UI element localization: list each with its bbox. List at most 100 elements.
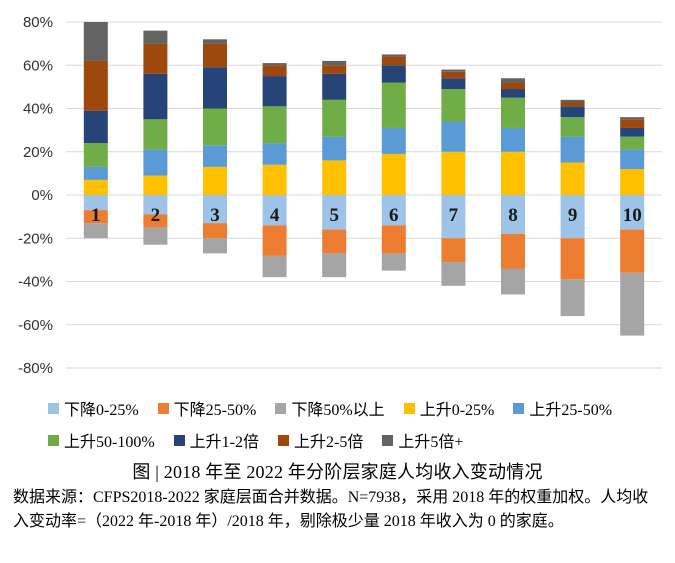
- bar-segment: [441, 151, 466, 195]
- legend-item: 上升2-5倍: [278, 428, 363, 452]
- category-label: 6: [389, 205, 399, 226]
- bar-segment: [262, 143, 287, 165]
- legend-label: 下降25-50%: [173, 402, 257, 419]
- bar-segment: [322, 136, 347, 161]
- legend-label: 上升5倍+: [398, 434, 464, 451]
- bar-segment: [441, 69, 466, 72]
- bar-segment: [203, 108, 227, 146]
- y-tick-label: 80%: [23, 14, 53, 31]
- legend-item: 上升5倍+: [382, 428, 463, 452]
- category-label: 3: [210, 205, 220, 226]
- bar-segment: [560, 117, 585, 137]
- bar-segment: [381, 195, 406, 226]
- bar-segment: [83, 210, 108, 224]
- data-source-note: 数据来源：CFPS2018-2022 家庭层面合并数据。N=7938，采用 20…: [13, 489, 649, 530]
- legend-item: 下降50%以上: [275, 396, 385, 420]
- bar-segment: [620, 169, 645, 195]
- bar-segment: [501, 78, 525, 83]
- bar-segment: [262, 195, 287, 226]
- bar-segment: [620, 195, 645, 230]
- bar-segment: [322, 253, 347, 278]
- bar-segment: [560, 279, 585, 317]
- bar-segment: [441, 78, 466, 90]
- category-label: 9: [568, 205, 578, 226]
- legend-swatch: [403, 402, 415, 414]
- bar-segment: [620, 117, 645, 120]
- bar-segment: [143, 30, 168, 44]
- bar-segment: [560, 136, 585, 163]
- legend-item: 下降0-25%: [48, 396, 139, 420]
- category-label: 8: [508, 205, 518, 226]
- bar-segment: [203, 223, 227, 239]
- bar-segment: [143, 195, 168, 215]
- legend-label: 上升2-5倍: [294, 434, 364, 451]
- category-label: 2: [151, 205, 161, 226]
- bar-segment: [381, 225, 406, 254]
- legend-item: 上升25-50%: [513, 396, 612, 420]
- bar-segment: [203, 39, 227, 44]
- legend-swatch: [173, 434, 185, 446]
- bar-segment: [322, 65, 347, 74]
- legend-swatch: [275, 402, 287, 414]
- y-tick-label: 20%: [23, 144, 53, 161]
- legend-swatch: [157, 402, 169, 414]
- bar-segment: [560, 162, 585, 195]
- legend-label: 下降0-25%: [64, 402, 139, 419]
- chart-legend: 下降0-25% 下降25-50% 下降50%以上 上升0-25% 上升25-50% 上升…: [48, 392, 658, 456]
- bar-segment: [620, 136, 645, 150]
- bar-segment: [441, 238, 466, 263]
- bar-segment: [381, 54, 406, 57]
- bar-segment: [381, 127, 406, 154]
- bar-segment: [143, 175, 168, 195]
- bar-segment: [501, 97, 525, 128]
- category-label: 1: [91, 205, 101, 226]
- bar-segment: [83, 60, 108, 111]
- bar-segment: [560, 102, 585, 107]
- legend-swatch: [278, 434, 290, 446]
- bar-segment: [83, 179, 108, 195]
- bar-segment: [83, 195, 108, 211]
- y-tick-label: -20%: [18, 230, 53, 247]
- bar-segment: [381, 65, 406, 83]
- bar-segment: [441, 195, 466, 239]
- stacked-bar-chart: 80% 60% 40% 20% 0% -20% -40% -60% -80% 1 2 3 4 5 6 7 8 9 1…: [18, 14, 662, 377]
- legend-item: 上升0-25%: [403, 396, 494, 420]
- legend-row: 下降0-25% 下降25-50% 下降50%以上 上升0-25% 上升25-50%: [48, 392, 658, 424]
- bar-segment: [83, 110, 108, 144]
- bar-segment: [501, 89, 525, 98]
- legend-label: 上升50-100%: [64, 434, 155, 451]
- bar-segment: [143, 149, 168, 176]
- legend-item: 上升50-100%: [48, 428, 155, 452]
- y-tick-label: 0%: [31, 187, 53, 204]
- bar-segment: [322, 195, 347, 230]
- legend-row: 上升50-100% 上升1-2倍 上升2-5倍 上升5倍+: [48, 424, 658, 456]
- bar-segment: [620, 149, 645, 170]
- bar-segment: [501, 195, 525, 234]
- y-tick-label: -80%: [18, 360, 53, 377]
- bar-segment: [441, 262, 466, 286]
- legend-swatch: [513, 402, 525, 414]
- bar-segment: [501, 268, 525, 295]
- bar-segment: [560, 99, 585, 103]
- bar-segment: [262, 106, 287, 144]
- bar-segment: [322, 160, 347, 195]
- bar-segment: [501, 82, 525, 90]
- bar-segment: [381, 153, 406, 195]
- bar-segment: [262, 255, 287, 278]
- bar-segment: [143, 119, 168, 150]
- bar-segment: [620, 272, 645, 336]
- bar-segment: [143, 227, 168, 245]
- legend-swatch: [382, 434, 394, 446]
- bar-segment: [322, 73, 347, 100]
- bar-segment: [322, 60, 347, 66]
- legend-item: 上升1-2倍: [173, 428, 259, 452]
- bar-segment: [620, 229, 645, 273]
- bar-segment: [501, 151, 525, 195]
- bar-segment: [143, 73, 168, 120]
- bar-segment: [560, 238, 585, 280]
- bar-segment: [262, 164, 287, 195]
- bar-segment: [381, 82, 406, 128]
- y-tick-label: -60%: [18, 317, 53, 334]
- bar-segment: [143, 214, 168, 228]
- bar-segment: [620, 119, 645, 128]
